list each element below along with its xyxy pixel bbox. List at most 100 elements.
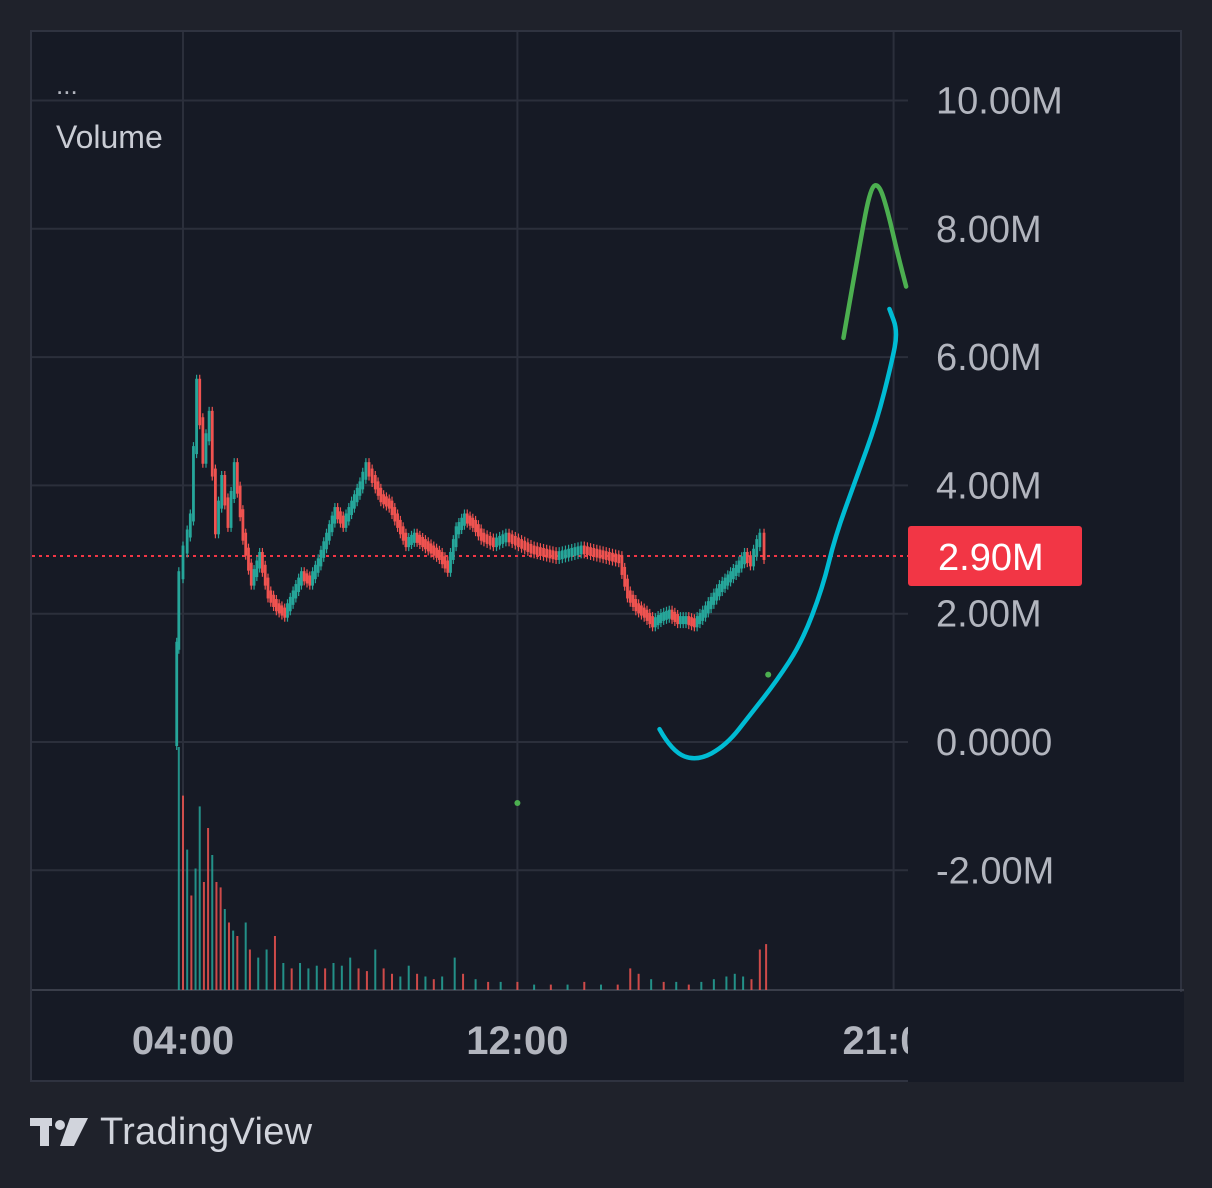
candle-body bbox=[726, 574, 730, 586]
candle-body bbox=[426, 541, 430, 552]
candle-body bbox=[535, 546, 539, 556]
volume-bar bbox=[424, 976, 427, 990]
green-drawn-curve[interactable] bbox=[841, 183, 909, 341]
candle-body bbox=[325, 532, 328, 550]
candle-body bbox=[437, 549, 441, 560]
candle-body bbox=[177, 571, 181, 650]
axes: 10.00M 8.00M 6.00M 4.00M 2.00M 0.0000 -2.00M 04… bbox=[132, 81, 1184, 1082]
candle-body bbox=[421, 536, 425, 548]
candle-body bbox=[659, 612, 663, 624]
indicator-name[interactable]: Volume bbox=[56, 119, 163, 155]
volume-bar bbox=[441, 976, 444, 990]
volume-bar bbox=[365, 971, 368, 990]
candle-body bbox=[396, 513, 399, 528]
tradingview-logo[interactable]: TradingView bbox=[30, 1110, 312, 1154]
candle-body bbox=[258, 551, 262, 569]
candle-body bbox=[734, 564, 738, 577]
candle-body bbox=[507, 532, 511, 543]
candle-body bbox=[706, 601, 710, 614]
volume-bar bbox=[629, 968, 632, 990]
volume-bar bbox=[227, 922, 230, 990]
candle-body bbox=[288, 596, 292, 612]
volume-bar bbox=[315, 965, 318, 990]
candle-body bbox=[598, 549, 602, 559]
candle-body bbox=[373, 474, 377, 490]
candle-body bbox=[718, 584, 721, 597]
volume-bar bbox=[186, 849, 189, 990]
x-tick-label: 12:00 bbox=[466, 1019, 568, 1063]
candle-body bbox=[358, 481, 362, 496]
candle-body bbox=[220, 474, 224, 509]
candle-body bbox=[229, 491, 233, 528]
candle-body bbox=[415, 532, 419, 543]
candle-body bbox=[474, 519, 477, 533]
candle-body bbox=[446, 560, 450, 573]
candle-body bbox=[272, 594, 275, 608]
candle-body bbox=[286, 603, 289, 618]
volume-bar bbox=[198, 806, 201, 990]
candle-body bbox=[249, 562, 253, 586]
candle-body bbox=[440, 551, 444, 565]
candle-body bbox=[280, 605, 284, 616]
candle-body bbox=[737, 560, 741, 573]
candle-body bbox=[352, 494, 356, 509]
volume-bar bbox=[190, 895, 193, 990]
volume-bar bbox=[499, 981, 502, 990]
candle-body bbox=[698, 612, 702, 625]
candle-body bbox=[418, 534, 422, 545]
candle-body bbox=[607, 551, 611, 561]
candle-body bbox=[620, 555, 624, 575]
candle-body bbox=[595, 548, 599, 558]
chart-canvas[interactable]: 10.00M 8.00M 6.00M 4.00M 2.00M 0.0000 -2.00M 04… bbox=[32, 32, 1184, 1084]
volume-bar bbox=[349, 957, 352, 990]
candle-body bbox=[517, 537, 520, 548]
candlestick-series bbox=[175, 374, 766, 750]
candle-body bbox=[579, 545, 583, 555]
y-tick-label: 4.00M bbox=[936, 465, 1042, 507]
candle-body bbox=[370, 468, 374, 483]
candle-body bbox=[551, 550, 555, 560]
candle-body bbox=[457, 522, 461, 535]
candle-body bbox=[195, 378, 198, 455]
volume-bar bbox=[675, 981, 678, 990]
candle-body bbox=[185, 529, 189, 554]
volume-bar bbox=[299, 963, 302, 990]
candle-body bbox=[210, 410, 214, 477]
candle-body bbox=[526, 542, 530, 552]
candle-body bbox=[684, 616, 688, 625]
candle-body bbox=[404, 532, 408, 548]
volume-bar bbox=[223, 909, 226, 990]
candle-body bbox=[327, 524, 331, 541]
volume-bar bbox=[282, 963, 285, 990]
volume-bar bbox=[416, 973, 419, 990]
indicator-menu[interactable]: ... bbox=[56, 70, 78, 100]
candle-body bbox=[412, 532, 416, 543]
candle-body bbox=[662, 611, 666, 621]
candle-body bbox=[520, 539, 523, 549]
candle-body bbox=[350, 500, 353, 516]
candle-body bbox=[244, 532, 248, 556]
candle-body bbox=[238, 485, 242, 518]
candle-body bbox=[510, 534, 514, 544]
candle-body bbox=[617, 554, 621, 564]
candle-body bbox=[749, 555, 752, 567]
volume-bar bbox=[533, 984, 536, 990]
candle-body bbox=[653, 617, 657, 628]
candle-body bbox=[232, 462, 236, 500]
candle-body bbox=[451, 539, 455, 560]
volume-bar bbox=[662, 981, 665, 990]
candle-body bbox=[410, 534, 413, 545]
candle-body bbox=[679, 616, 682, 625]
candle-body bbox=[255, 560, 259, 578]
candle-body bbox=[690, 617, 693, 627]
cyan-drawn-curve[interactable] bbox=[657, 306, 899, 761]
candle-body bbox=[294, 584, 298, 599]
candle-body bbox=[435, 547, 438, 558]
volume-bar bbox=[236, 936, 239, 990]
chart-panel[interactable]: 10.00M 8.00M 6.00M 4.00M 2.00M 0.0000 -2.00M 04… bbox=[30, 30, 1184, 1084]
candle-body bbox=[634, 599, 638, 612]
candle-body bbox=[252, 569, 256, 586]
candle-body bbox=[762, 532, 766, 560]
drawing-annotations[interactable] bbox=[657, 183, 909, 761]
candle-body bbox=[673, 611, 677, 622]
